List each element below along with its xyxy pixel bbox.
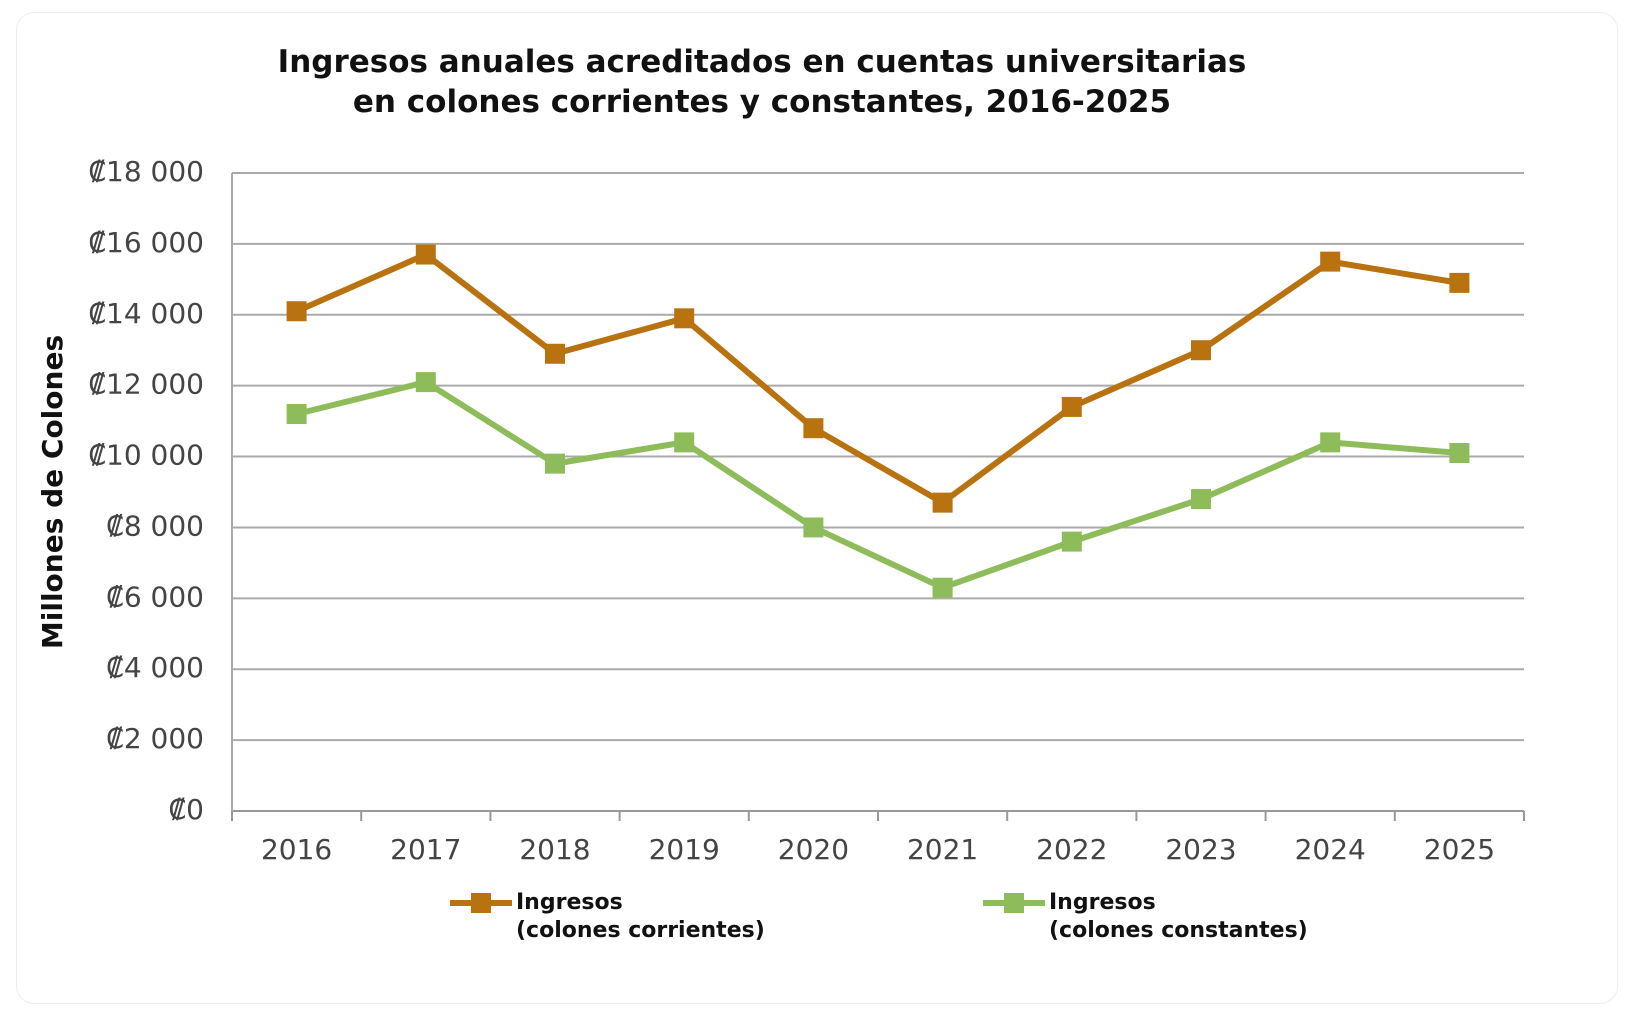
y-axis-label: Millones de Colones (36, 335, 69, 649)
x-tick-label: 2024 (1295, 833, 1366, 866)
y-tick-label: ₡6 000 (106, 580, 204, 613)
y-tick-label: ₡4 000 (106, 651, 204, 684)
y-tick-label: ₡16 000 (88, 226, 204, 259)
x-tick-label: 2019 (649, 833, 720, 866)
marker (1061, 531, 1082, 552)
y-tick-label: ₡0 (168, 793, 204, 826)
marker (932, 577, 953, 598)
marker (674, 308, 695, 329)
legend-label: Ingresos (colones constantes) (1049, 890, 1308, 943)
marker (1449, 272, 1470, 293)
legend-marker (1004, 893, 1024, 913)
x-tick-label: 2022 (1036, 833, 1107, 866)
card (16, 12, 1618, 1004)
x-tick-label: 2020 (778, 833, 849, 866)
marker (1320, 432, 1341, 453)
marker (286, 404, 307, 425)
y-tick-label: ₡2 000 (106, 722, 204, 755)
marker (803, 418, 824, 439)
marker (286, 301, 307, 322)
series-line (295, 251, 1460, 506)
y-tick-label: ₡8 000 (106, 509, 204, 542)
marker (1449, 443, 1470, 464)
x-tick-label: 2023 (1165, 833, 1236, 866)
y-tick-label: ₡18 000 (88, 155, 204, 188)
marker (932, 492, 953, 513)
legend-marker (471, 893, 491, 913)
y-tick-label: ₡10 000 (88, 439, 204, 472)
marker (1061, 396, 1082, 417)
x-tick-label: 2021 (907, 833, 978, 866)
marker (1191, 340, 1211, 361)
chart-title: Ingresos anuales acreditados en cuentas … (277, 44, 1247, 120)
marker (1191, 489, 1211, 510)
marker (803, 517, 824, 538)
marker (415, 244, 436, 265)
series-line (295, 379, 1460, 591)
marker (545, 453, 565, 474)
marker (415, 372, 436, 393)
x-tick-label: 2018 (519, 833, 590, 866)
x-tick-label: 2017 (390, 833, 461, 866)
y-tick-label: ₡14 000 (88, 297, 204, 330)
marker (545, 343, 565, 364)
marker (674, 432, 695, 453)
legend-label: Ingresos (colones corrientes) (516, 890, 765, 943)
x-tick-label: 2016 (261, 833, 332, 866)
marker (1320, 251, 1341, 272)
y-tick-label: ₡12 000 (88, 368, 204, 401)
x-tick-label: 2025 (1424, 833, 1495, 866)
